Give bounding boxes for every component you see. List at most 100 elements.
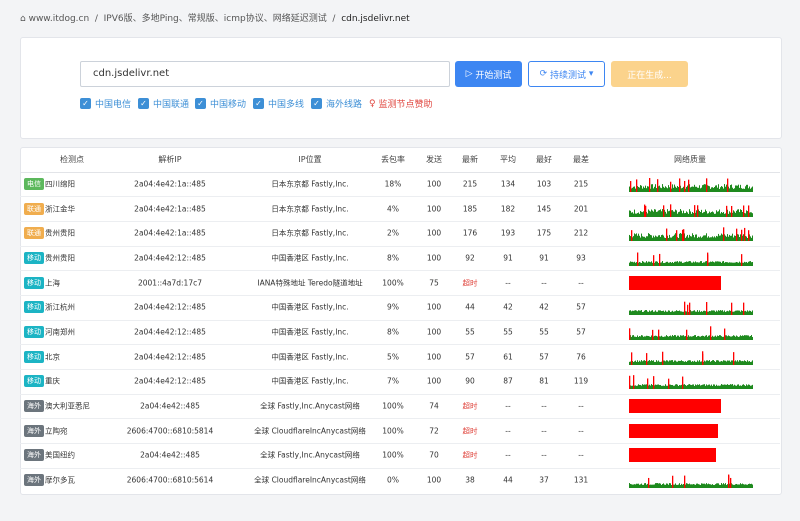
- row-divider: [20, 394, 780, 395]
- cell: 134: [501, 180, 515, 189]
- cell: 201: [574, 204, 588, 213]
- sponsor-link[interactable]: ♀ 监测节点赞助: [369, 97, 432, 110]
- cell: 100: [427, 476, 441, 485]
- cell: 57: [576, 303, 586, 312]
- cell: 2a04:4e42:12::485: [134, 328, 206, 337]
- url-input[interactable]: cdn.jsdelivr.net: [80, 61, 450, 87]
- isp-badge: 联通: [24, 227, 44, 239]
- isp-badge: 电信: [24, 178, 44, 190]
- cell: 2a04:4e42:12::485: [134, 352, 206, 361]
- cell: 9%: [387, 303, 399, 312]
- crumb: cdn.jsdelivr.net: [341, 14, 410, 24]
- quality-graph: [629, 472, 759, 488]
- cell: 全球 Fastly,Inc.Anycast网络: [260, 401, 360, 412]
- cell: 44: [503, 476, 513, 485]
- cell: 超时: [463, 277, 478, 288]
- cell: 日本东京都 Fastly,Inc.: [271, 228, 348, 239]
- cell: 超时: [463, 401, 478, 412]
- quality-graph: [629, 299, 759, 315]
- isp-badge: 海外: [24, 449, 44, 461]
- sponsor-text: 监测节点赞助: [378, 97, 432, 110]
- row-divider: [20, 196, 780, 197]
- cell: 2a04:4e42:12::485: [134, 303, 206, 312]
- cell: 100%: [382, 426, 403, 435]
- cell: --: [578, 278, 583, 287]
- location: 摩尔多瓦: [45, 475, 75, 486]
- cell: 145: [537, 204, 551, 213]
- cell: 7%: [387, 377, 399, 386]
- checkbox-box: ✓: [311, 98, 322, 109]
- header-divider: [20, 172, 780, 173]
- checkbox-label: 中国联通: [153, 97, 189, 110]
- checkbox[interactable]: ✓中国移动: [195, 97, 246, 110]
- cell: 8%: [387, 254, 399, 263]
- cell: 44: [465, 303, 475, 312]
- cell: 2a04:4e42:12::485: [134, 377, 206, 386]
- row-divider: [20, 221, 780, 222]
- cell: 100%: [382, 402, 403, 411]
- column-header: 丢包率: [381, 154, 405, 165]
- cell: 215: [463, 180, 477, 189]
- cell: 中国香港区 Fastly,Inc.: [271, 351, 348, 362]
- quality-graph: [629, 398, 759, 414]
- checkbox[interactable]: ✓中国电信: [80, 97, 131, 110]
- row-divider: [20, 270, 780, 271]
- cell: 72: [429, 426, 439, 435]
- location: 浙江金华: [45, 203, 75, 214]
- isp-badge: 移动: [24, 301, 44, 313]
- quality-graph: [629, 201, 759, 217]
- isp-badge: 移动: [24, 252, 44, 264]
- start-button[interactable]: ▷ 开始测试: [455, 61, 522, 87]
- quality-graph: [629, 324, 759, 340]
- column-header: 最好: [536, 154, 552, 165]
- checkbox[interactable]: ✓海外线路: [311, 97, 362, 110]
- cell: 100: [427, 180, 441, 189]
- continuous-button[interactable]: ⟳ 持续测试 ▾: [528, 61, 605, 87]
- cell: 57: [465, 352, 475, 361]
- cell: --: [578, 426, 583, 435]
- cell: 100: [427, 254, 441, 263]
- cell: 100: [427, 328, 441, 337]
- location: 上海: [45, 277, 60, 288]
- cell: 超时: [463, 425, 478, 436]
- row-divider: [20, 246, 780, 247]
- cell: 8%: [387, 328, 399, 337]
- cell: 18%: [385, 180, 402, 189]
- cell: 2a04:4e42:1a::485: [134, 204, 206, 213]
- cell: 37: [539, 476, 549, 485]
- crumb[interactable]: www.itdog.cn: [29, 14, 90, 24]
- column-header: 检测点: [60, 154, 84, 165]
- quality-graph: [629, 447, 759, 463]
- cell: 75: [429, 278, 439, 287]
- cell: --: [505, 426, 510, 435]
- column-header: 最差: [573, 154, 589, 165]
- cell: 全球 CloudflareIncAnycast网络: [254, 475, 366, 486]
- checkbox[interactable]: ✓中国多线: [253, 97, 304, 110]
- location: 立陶宛: [45, 425, 68, 436]
- location: 四川绵阳: [45, 179, 75, 190]
- location: 贵州贵阳: [45, 228, 75, 239]
- cell: 2a04:4e42:1a::485: [134, 229, 206, 238]
- cell: --: [578, 402, 583, 411]
- cell: 日本东京都 Fastly,Inc.: [271, 203, 348, 214]
- checkbox[interactable]: ✓中国联通: [138, 97, 189, 110]
- quality-graph: [629, 275, 759, 291]
- breadcrumb: ⌂ www.itdog.cn / IPV6版、多地Ping、常规版、icmp协议…: [20, 11, 410, 24]
- cell: 中国香港区 Fastly,Inc.: [271, 327, 348, 338]
- cell: 131: [574, 476, 588, 485]
- cell: 2606:4700::6810:5814: [127, 426, 213, 435]
- cell: --: [541, 402, 546, 411]
- location: 北京: [45, 351, 60, 362]
- button-label: 持续测试: [550, 68, 586, 81]
- generating-button: 正在生成...: [611, 61, 688, 87]
- quality-graph: [629, 349, 759, 365]
- cell: 90: [465, 377, 475, 386]
- cell: --: [541, 278, 546, 287]
- isp-badge: 海外: [24, 425, 44, 437]
- column-header: 发送: [426, 154, 442, 165]
- location: 贵州贵阳: [45, 253, 75, 264]
- cell: 全球 Fastly,Inc.Anycast网络: [260, 450, 360, 461]
- cell: 193: [501, 229, 515, 238]
- crumb[interactable]: IPV6版、多地Ping、常规版、icmp协议、网络延迟测试: [104, 14, 327, 24]
